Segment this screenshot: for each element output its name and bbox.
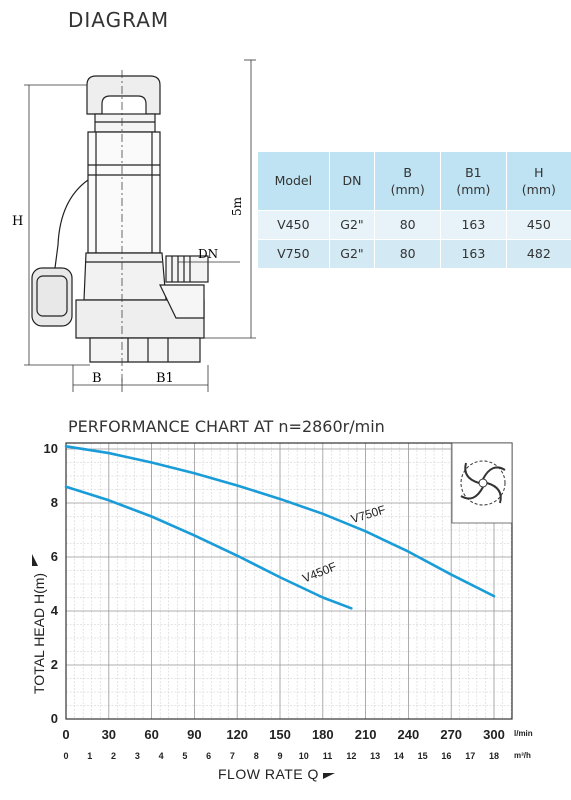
grid-minor bbox=[65, 443, 512, 720]
x-tick-label: 240 bbox=[398, 727, 420, 742]
y-tick-label: 2 bbox=[51, 657, 58, 672]
impeller-hub bbox=[478, 478, 488, 488]
col-header-dn: DN bbox=[328, 152, 375, 210]
y-tick-label: 4 bbox=[51, 603, 59, 618]
x2-tick-label: 14 bbox=[394, 751, 404, 761]
x2-tick-label: 16 bbox=[441, 751, 451, 761]
impeller-inset-box bbox=[451, 442, 513, 524]
col-header-b1: B1 (mm) bbox=[440, 152, 507, 210]
pump-top-cap bbox=[94, 113, 156, 133]
x-tick-label: 150 bbox=[269, 727, 291, 742]
x2-tick-label: 3 bbox=[135, 751, 140, 761]
dim-label-h: H bbox=[12, 214, 23, 229]
col-header-h: H (mm) bbox=[505, 152, 571, 210]
cell-dn: G2" bbox=[328, 238, 375, 268]
cell-model: V750 bbox=[258, 238, 330, 268]
impeller-icon bbox=[460, 460, 506, 506]
cell-h: 482 bbox=[505, 238, 571, 268]
col-header-model: Model bbox=[274, 173, 313, 189]
chart-title: PERFORMANCE CHART AT n=2860r/min bbox=[68, 417, 385, 436]
y-tick-label: 8 bbox=[51, 495, 58, 510]
cell-b: 80 bbox=[374, 238, 441, 268]
x2-tick-label: 1 bbox=[87, 751, 92, 761]
impeller-inset bbox=[451, 442, 513, 524]
series-line-v450f bbox=[64, 485, 353, 610]
y-axis-arrow-icon bbox=[32, 554, 38, 566]
x2-tick-label: 0 bbox=[63, 751, 68, 761]
cell-b1: 163 bbox=[440, 238, 507, 268]
cell-dn: G2" bbox=[328, 209, 375, 239]
x-tick-label: 270 bbox=[440, 727, 462, 742]
x2-tick-label: 11 bbox=[323, 751, 333, 761]
x2-unit-label: m³/h bbox=[514, 751, 531, 760]
x-tick-label: 120 bbox=[226, 727, 248, 742]
pump-base bbox=[89, 337, 201, 363]
x2-tick-label: 6 bbox=[206, 751, 211, 761]
y-axis-title: TOTAL HEAD H(m) bbox=[31, 573, 47, 694]
x-tick-label: 60 bbox=[144, 727, 158, 742]
plot-area bbox=[66, 443, 512, 719]
series-line-v750f bbox=[64, 444, 496, 598]
x2-tick-label: 15 bbox=[418, 751, 428, 761]
x-axis-arrow-icon bbox=[323, 773, 335, 779]
y-tick-label: 0 bbox=[51, 711, 58, 726]
impeller-vanes bbox=[460, 462, 506, 504]
float-switch bbox=[31, 267, 73, 327]
pump-motor-housing bbox=[87, 131, 161, 254]
series-label-v450f: V450F bbox=[300, 559, 338, 585]
table-row: V450 G2" 80 163 450 bbox=[258, 209, 571, 239]
x2-tick-label: 4 bbox=[159, 751, 164, 761]
x2-tick-label: 13 bbox=[370, 751, 380, 761]
pump-handle bbox=[86, 75, 161, 115]
x2-tick-label: 18 bbox=[489, 751, 499, 761]
diagram-title: DIAGRAM bbox=[68, 8, 170, 32]
dim-label-b: B bbox=[92, 371, 102, 386]
cell-b: 80 bbox=[374, 209, 441, 239]
x-tick-label: 0 bbox=[62, 727, 69, 742]
dim-label-b1: B1 bbox=[156, 371, 174, 386]
y-tick-label: 6 bbox=[51, 549, 58, 564]
x-tick-label: 30 bbox=[102, 727, 116, 742]
spec-table-header: Model DN B (mm) B1 (mm) H (mm) bbox=[258, 152, 571, 210]
x-tick-label: 300 bbox=[483, 727, 505, 742]
series-label-v750f: V750F bbox=[349, 502, 387, 526]
cell-b1: 163 bbox=[440, 209, 507, 239]
x2-tick-label: 8 bbox=[254, 751, 259, 761]
x2-tick-label: 12 bbox=[346, 751, 356, 761]
col-header-b: B (mm) bbox=[374, 152, 441, 210]
impeller-rim bbox=[460, 460, 506, 506]
spec-table: Model DN B (mm) B1 (mm) H (mm) V450 G2" 80 … bbox=[258, 152, 571, 268]
table-row: V750 G2" 80 163 482 bbox=[258, 238, 571, 268]
cell-h: 450 bbox=[505, 209, 571, 239]
dim-label-dn: DN bbox=[198, 247, 218, 261]
pump-discharge-outlet bbox=[165, 255, 209, 283]
float-switch-cable bbox=[54, 179, 89, 269]
cell-model: V450 bbox=[258, 209, 330, 239]
x2-tick-label: 9 bbox=[277, 751, 282, 761]
pump-dimension-diagram: H DN B B1 5m bbox=[12, 59, 256, 392]
plot-frame bbox=[65, 442, 513, 720]
x-tick-label: 210 bbox=[355, 727, 377, 742]
x-tick-label: 180 bbox=[312, 727, 334, 742]
x2-tick-label: 17 bbox=[465, 751, 475, 761]
grid-major bbox=[65, 443, 512, 720]
dim-label-cable: 5m bbox=[230, 196, 244, 216]
x2-tick-label: 5 bbox=[182, 751, 187, 761]
x2-tick-label: 7 bbox=[230, 751, 235, 761]
x-tick-label: 90 bbox=[187, 727, 201, 742]
x2-tick-label: 2 bbox=[111, 751, 116, 761]
pump-lower-housing bbox=[83, 252, 167, 301]
x-unit-label: l/min bbox=[514, 729, 533, 738]
x2-tick-label: 10 bbox=[299, 751, 309, 761]
x-axis-title: FLOW RATE Q bbox=[218, 766, 319, 782]
y-tick-label: 10 bbox=[44, 441, 58, 456]
